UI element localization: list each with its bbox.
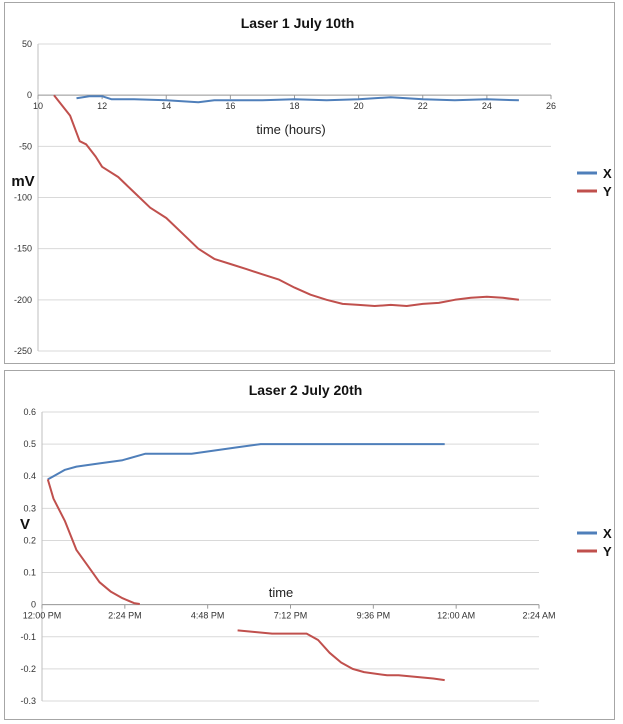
y-tick-label: 0.4 bbox=[23, 471, 36, 481]
x-tick-label: 14 bbox=[161, 101, 171, 111]
series-line-x bbox=[47, 443, 445, 481]
chart-title: Laser 1 July 10th bbox=[241, 15, 355, 31]
x-axis-label: time bbox=[269, 585, 294, 600]
y-tick-label: -150 bbox=[14, 244, 32, 254]
y-tick-label: -100 bbox=[14, 193, 32, 203]
y-tick-label: -50 bbox=[19, 141, 32, 151]
y-tick-label: 0.1 bbox=[23, 568, 36, 578]
x-tick-label: 2:24 PM bbox=[108, 611, 142, 621]
x-tick-label: 26 bbox=[546, 101, 556, 111]
chart-panel-laser-1: Laser 1 July 10th 50 0 -50 -100 -150 -200 -250 1… bbox=[4, 2, 615, 364]
series-line-y bbox=[237, 629, 445, 682]
y-tick-label: 0 bbox=[27, 90, 32, 100]
chart-panel-laser-2: Laser 2 July 20th 0.6 0.5 0.4 0.3 0.2 0.1 0 -0.1… bbox=[4, 370, 615, 720]
y-tick-label: -0.1 bbox=[20, 632, 36, 642]
y-tick-label: -250 bbox=[14, 346, 32, 356]
y-tick-label: 50 bbox=[22, 39, 32, 49]
chart-laser-1: Laser 1 July 10th 50 0 -50 -100 -150 -200 -250 1… bbox=[11, 15, 612, 356]
chart-title: Laser 2 July 20th bbox=[249, 382, 363, 398]
x-tick-label: 12:00 PM bbox=[23, 611, 62, 621]
y-tick-label: 0.5 bbox=[23, 439, 36, 449]
series-line-y bbox=[46, 479, 140, 605]
legend-label-x: X bbox=[603, 526, 612, 541]
x-tick-label: 20 bbox=[354, 101, 364, 111]
y-tick-label: -0.2 bbox=[20, 664, 36, 674]
legend-label-x: X bbox=[603, 166, 612, 181]
y-tick-label: 0.3 bbox=[23, 503, 36, 513]
chart-laser-2: Laser 2 July 20th 0.6 0.5 0.4 0.3 0.2 0.1 0 -0.1… bbox=[20, 382, 612, 706]
x-tick-label: 9:36 PM bbox=[357, 611, 391, 621]
x-axis-label: time (hours) bbox=[256, 122, 325, 137]
y-tick-label: -0.3 bbox=[20, 696, 36, 706]
y-tick-label: 0.2 bbox=[23, 535, 36, 545]
x-tick-label: 4:48 PM bbox=[191, 611, 225, 621]
series-line-x bbox=[76, 95, 519, 104]
x-tick-label: 16 bbox=[225, 101, 235, 111]
x-tick-label: 10 bbox=[33, 101, 43, 111]
x-tick-label: 18 bbox=[289, 101, 299, 111]
x-tick-label: 22 bbox=[418, 101, 428, 111]
x-tick-label: 12 bbox=[97, 101, 107, 111]
x-tick-label: 2:24 AM bbox=[522, 611, 555, 621]
x-tick-label: 12:00 AM bbox=[437, 611, 475, 621]
y-tick-label: 0 bbox=[31, 600, 36, 610]
legend-label-y: Y bbox=[603, 544, 612, 559]
x-tick-label: 7:12 PM bbox=[274, 611, 308, 621]
y-axis-label: mV bbox=[11, 173, 34, 190]
y-tick-label: 0.6 bbox=[23, 407, 36, 417]
y-axis-label: V bbox=[20, 516, 30, 533]
x-tick-label: 24 bbox=[482, 101, 492, 111]
y-tick-label: -200 bbox=[14, 295, 32, 305]
series-line-y bbox=[53, 94, 520, 307]
legend-label-y: Y bbox=[603, 184, 612, 199]
